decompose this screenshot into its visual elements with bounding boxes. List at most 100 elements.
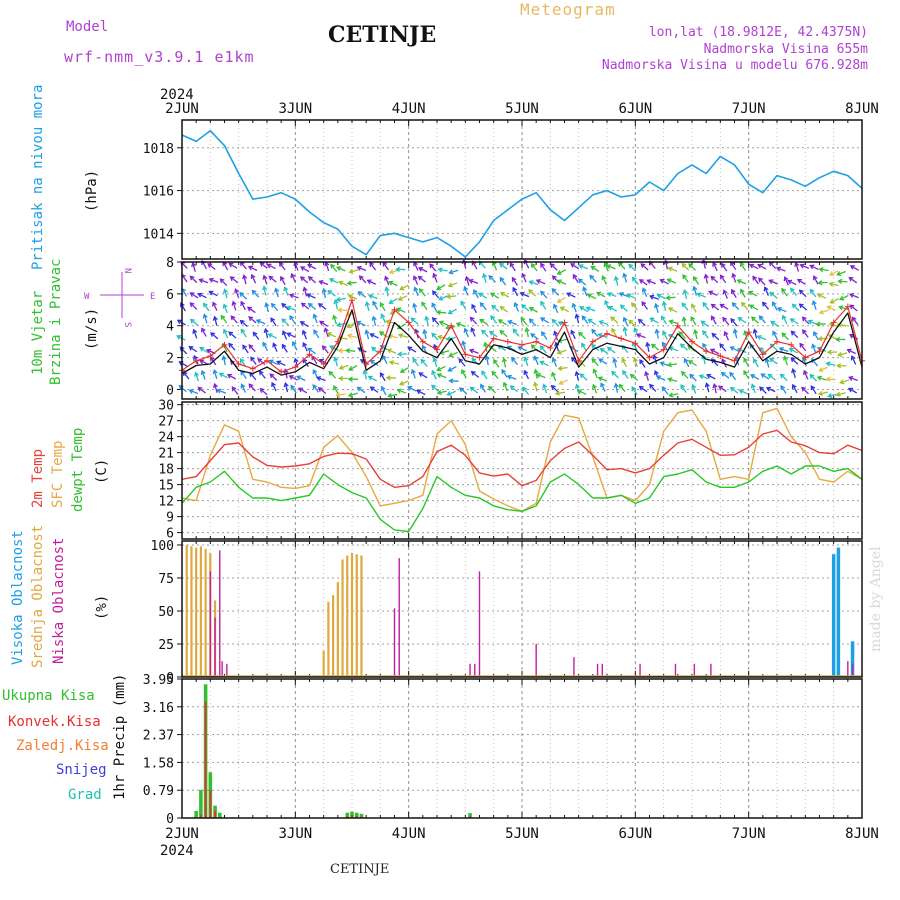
wind-arrow-head <box>242 274 248 280</box>
wind-arrow <box>478 292 488 299</box>
wind-arrow <box>792 369 796 379</box>
wind-arrow <box>349 269 359 273</box>
wind-arrow-head <box>641 300 647 307</box>
wind-arrow <box>462 341 466 351</box>
wind-arrow <box>230 315 238 324</box>
model-label: Model <box>66 19 109 35</box>
wind-arrow-head <box>541 330 546 337</box>
wind-arrow-head <box>551 275 557 281</box>
panel-border <box>181 401 863 540</box>
wind-arrow <box>683 317 686 327</box>
wind-arrow <box>607 347 616 354</box>
wind-arrow <box>337 322 347 327</box>
wind-gust-marker <box>830 319 837 326</box>
wind-arrow <box>531 263 538 272</box>
wind-arrow-head <box>523 356 529 362</box>
wind-arrow-head <box>539 317 546 322</box>
wind-arrow-head <box>731 272 737 278</box>
wind-arrow <box>220 278 228 286</box>
wind-arrow <box>540 317 550 324</box>
wind-speed-line <box>181 309 863 376</box>
wind-arrow <box>740 262 746 271</box>
wind-arrow-head <box>665 295 671 301</box>
y-tick-label: 1018 <box>143 142 174 157</box>
wind-arrow <box>639 386 648 393</box>
wind-arrow <box>357 386 366 394</box>
wind-arrow-head <box>591 357 597 363</box>
wind-arrow-head <box>414 328 420 334</box>
wind-arrow-head <box>586 293 592 299</box>
wind-arrow-head <box>335 296 341 303</box>
mid-cloud-bar <box>360 555 363 677</box>
wind-arrow-head <box>471 303 476 309</box>
wind-arrow <box>781 332 789 341</box>
wind-arrow <box>336 393 346 396</box>
wind-arrow-head <box>817 390 824 397</box>
wind-arrow <box>370 333 379 339</box>
wind-arrow-head <box>818 367 824 373</box>
wind-arrow-head <box>721 262 726 268</box>
wind-arrow-head <box>596 291 602 297</box>
wind-arrow <box>757 335 767 341</box>
wind-arrow-head <box>266 263 272 269</box>
wind-arrow <box>356 321 366 327</box>
wind-arrow <box>802 316 810 325</box>
y-tick-label: 75 <box>158 572 174 587</box>
low-cloud-bar <box>214 617 216 677</box>
pressure-unit: (hPa) <box>84 170 100 212</box>
panel-border <box>181 540 863 678</box>
wind-arrow <box>792 384 798 394</box>
wind-arrow-head <box>395 266 401 272</box>
wind-gust-marker <box>249 365 256 372</box>
wind-arrow-head <box>818 267 824 273</box>
wind-arrow-head <box>771 301 777 307</box>
wind-arrow <box>813 331 819 341</box>
wind-arrow <box>769 261 777 270</box>
wind-arrow-head <box>386 348 392 354</box>
day-label-top: 2JUN <box>165 101 199 117</box>
wind-arrow <box>741 302 749 311</box>
wind-arrow <box>770 321 780 327</box>
wind-arrow-head <box>371 315 377 321</box>
wind-arrow <box>692 384 697 394</box>
y-tick-label: 12 <box>158 495 174 510</box>
day-labels-top: 2JUN 3JUN 4JUN 5JUN 6JUN 7JUN 8JUN <box>165 101 879 117</box>
wind-arrow-head <box>509 262 515 268</box>
wind-arrow-head <box>798 289 804 295</box>
wind-arrow-head <box>436 366 442 372</box>
sfc-temp-line <box>181 407 863 512</box>
wind-arrow <box>437 311 447 314</box>
wind-arrow-head <box>752 275 758 281</box>
wind-arrow-head <box>234 288 240 294</box>
wind-arrow-head <box>490 315 496 321</box>
wind-arrow-head <box>601 275 607 281</box>
wind-arrow-head <box>649 317 655 323</box>
wind-arrow-head <box>430 384 436 390</box>
wind-arrow <box>669 346 679 352</box>
wind-arrow-head <box>610 316 616 322</box>
total-precip-bar <box>350 811 354 818</box>
wind-arrow-head <box>838 305 844 311</box>
wind-arrow <box>248 316 257 324</box>
wind-arrow-head <box>212 382 218 389</box>
wind-arrow <box>764 287 769 296</box>
panel-border <box>181 678 863 819</box>
low-cloud-bar <box>847 661 849 677</box>
wind-arrow-head <box>431 332 437 338</box>
wind-arrow <box>757 264 767 270</box>
wind-arrow-head <box>468 348 475 354</box>
wind-arrow <box>381 314 386 323</box>
wind-arrow <box>282 330 288 340</box>
wind-arrow <box>582 287 588 297</box>
wind-arrow <box>363 370 367 380</box>
wind-arrow <box>681 302 689 311</box>
total-precip-bar <box>359 813 364 818</box>
wind-arrow <box>593 369 598 379</box>
conv-precip-bar <box>209 789 212 818</box>
wind-arrow-head <box>399 368 405 373</box>
mid-cloud-bar <box>185 544 188 677</box>
wind-arrow <box>720 303 729 310</box>
wind-arrow-head <box>228 262 234 268</box>
wind-gust-marker <box>292 364 299 371</box>
